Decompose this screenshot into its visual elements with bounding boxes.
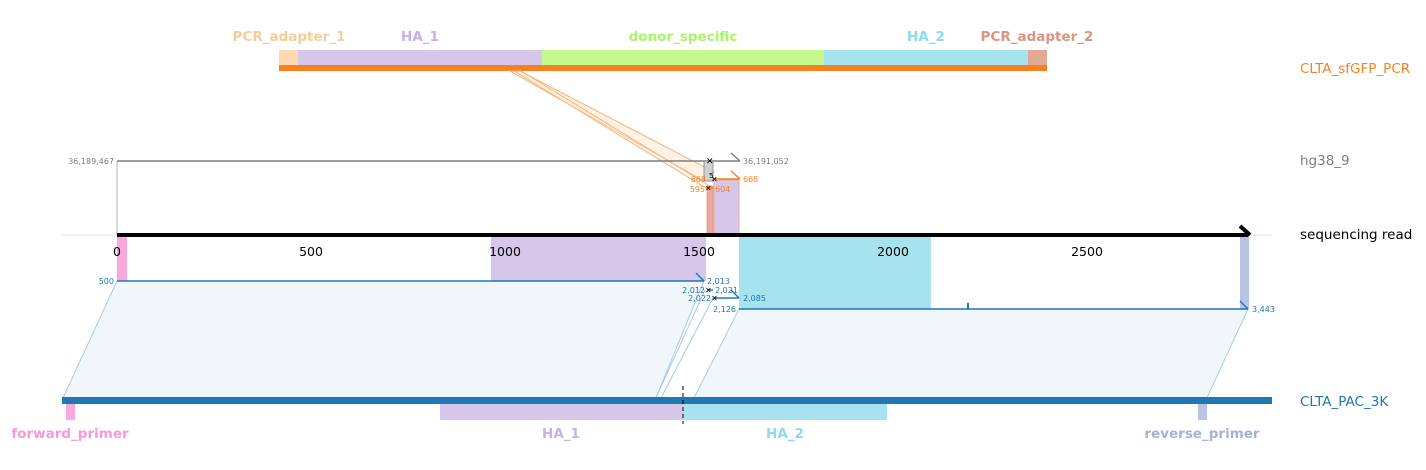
pcr-alignment-wedge bbox=[508, 70, 715, 189]
svg-text:✕: ✕ bbox=[705, 184, 712, 193]
pcr-bar bbox=[279, 65, 1047, 71]
genome-end-coord: 36,191,052 bbox=[743, 157, 789, 166]
reference-track: forward_primer HA_1 HA_2 reverse_primer bbox=[11, 386, 1272, 442]
read-axis-tick-label: 1000 bbox=[489, 244, 521, 259]
ref-coord-e: 2,085 bbox=[743, 294, 766, 303]
pcr-coord-d: 604 bbox=[715, 185, 730, 194]
ha-1-top-label: HA_1 bbox=[401, 29, 439, 45]
reference-track-label: CLTA_PAC_3K bbox=[1300, 394, 1389, 410]
ha-1-bottom-block bbox=[440, 403, 684, 420]
read-axis: 0 500 1000 1500 2000 2500 bbox=[113, 224, 1252, 259]
svg-text:✕: ✕ bbox=[705, 286, 712, 295]
ref-coord-f: 2,126 bbox=[713, 305, 736, 314]
ha-2-top-label: HA_2 bbox=[907, 29, 945, 45]
pcr-adapter-1-block bbox=[279, 50, 298, 66]
genome-start-coord: 36,189,467 bbox=[68, 157, 114, 166]
ref-coord-a: 2,013 bbox=[707, 277, 730, 286]
pcr-track-label: CLTA_sfGFP_PCR bbox=[1300, 61, 1410, 77]
ha-1-bottom-label: HA_1 bbox=[542, 426, 580, 442]
read-feature-blocks bbox=[117, 235, 1249, 309]
svg-text:✕: ✕ bbox=[711, 175, 718, 184]
read-start-ref-coord: 500 bbox=[99, 277, 114, 286]
pcr-adapter-2-label: PCR_adapter_2 bbox=[981, 29, 1094, 45]
read-axis-tick-label: 2500 bbox=[1071, 244, 1103, 259]
pcr-adapter-2-block bbox=[1028, 50, 1047, 66]
pcr-read-alignment: 668 668 595 604 ✕ ✕ bbox=[690, 170, 758, 236]
ref-end-coord: 3,443 bbox=[1252, 305, 1275, 314]
pcr-coord-a: 668 bbox=[691, 175, 706, 184]
ref-coord-c: 2,021 bbox=[715, 286, 738, 295]
read-ref-alignment: ✕ ✕ 500 2,013 2,012 2,021 2,022 2,085 2,… bbox=[61, 272, 1275, 401]
pcr-coord-c: 595 bbox=[690, 185, 705, 194]
pcr-adapter-1-label: PCR_adapter_1 bbox=[233, 29, 346, 45]
genome-cross-mark-2: 5 bbox=[709, 172, 713, 180]
read-axis-tick-label: 0 bbox=[113, 244, 121, 259]
read-axis-tick-label: 500 bbox=[299, 244, 323, 259]
reverse-primer-block bbox=[1198, 403, 1207, 420]
pcr-coord-b: 668 bbox=[743, 175, 758, 184]
forward-primer-block bbox=[66, 403, 75, 420]
read-axis-tick-label: 1500 bbox=[683, 244, 715, 259]
ref-coord-d: 2,022 bbox=[688, 294, 711, 303]
read-track-label: sequencing read bbox=[1300, 227, 1412, 243]
reference-bar bbox=[62, 397, 1272, 404]
pcr-track: PCR_adapter_1 HA_1 donor_specific HA_2 P… bbox=[233, 29, 1094, 71]
ha-2-bottom-block bbox=[684, 403, 887, 420]
genome-alignment: 36,189,467 36,191,052 ✕ 5 bbox=[68, 152, 789, 235]
ref-coord-b: 2,012 bbox=[682, 286, 705, 295]
ha-2-top-block bbox=[824, 50, 1028, 66]
forward-primer-label: forward_primer bbox=[11, 426, 129, 442]
svg-text:✕: ✕ bbox=[711, 294, 718, 303]
donor-specific-block bbox=[542, 50, 824, 66]
donor-specific-label: donor_specific bbox=[629, 29, 738, 45]
ha-2-bottom-label: HA_2 bbox=[766, 426, 804, 442]
genome-track-label: hg38_9 bbox=[1300, 153, 1350, 169]
ha-1-top-block bbox=[298, 50, 542, 66]
reverse-primer-label: reverse_primer bbox=[1144, 426, 1260, 442]
genome-cross-mark: ✕ bbox=[706, 157, 714, 167]
read-axis-tick-label: 2000 bbox=[877, 244, 909, 259]
